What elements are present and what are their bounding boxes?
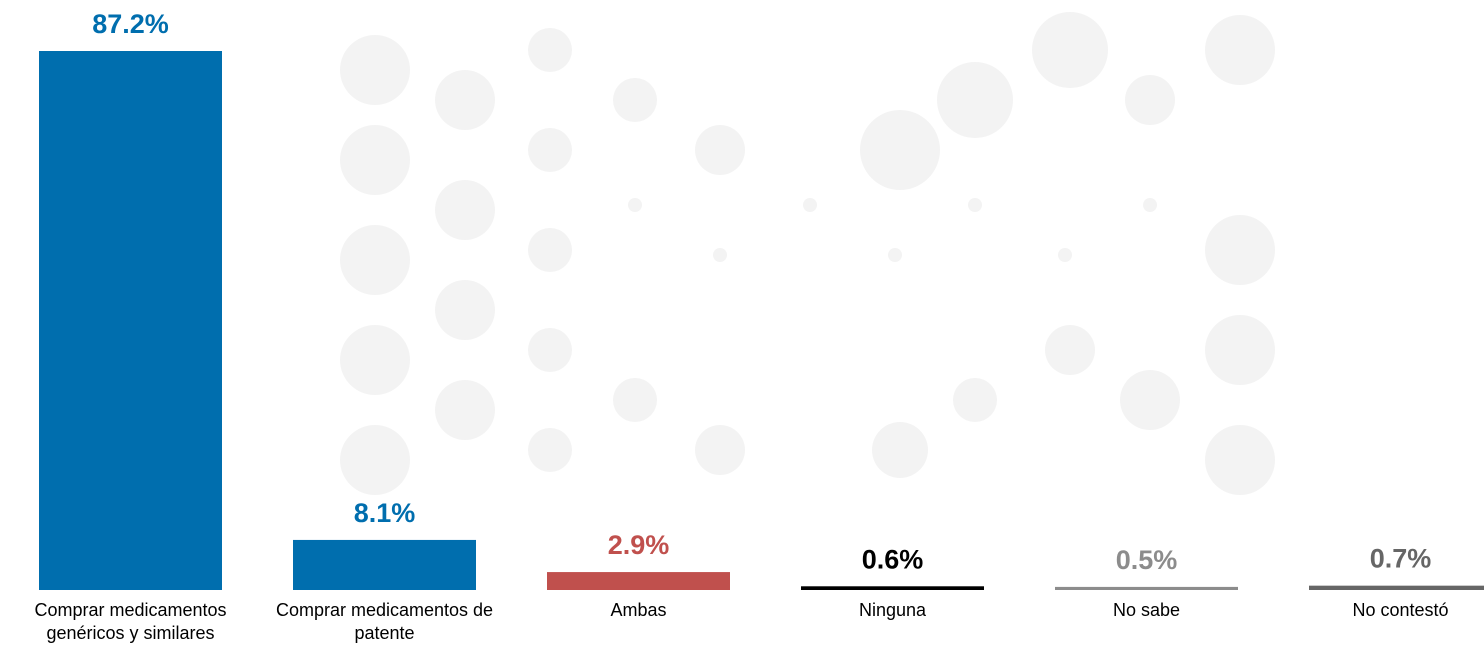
category-label: No sabe [1112, 600, 1181, 620]
value-label: 87.2% [92, 9, 169, 39]
category-label: No contestó [1352, 600, 1449, 620]
bar [547, 572, 730, 590]
value-label: 8.1% [354, 498, 416, 528]
bar [39, 51, 222, 590]
category-label: Ninguna [858, 600, 927, 620]
category-label: Comprar medicamentos genéricos y similar… [34, 600, 227, 643]
value-label: 0.5% [1116, 545, 1178, 575]
bar [1309, 585, 1484, 590]
bar [801, 586, 984, 590]
bar [293, 539, 476, 590]
background-pattern [340, 12, 1275, 495]
value-label: 2.9% [608, 530, 670, 560]
value-label: 0.6% [862, 544, 924, 574]
value-label: 0.7% [1370, 544, 1432, 574]
category-label: Comprar medicamentos de patente [275, 600, 494, 643]
category-label: Ambas [610, 600, 667, 620]
bar [1055, 586, 1238, 590]
